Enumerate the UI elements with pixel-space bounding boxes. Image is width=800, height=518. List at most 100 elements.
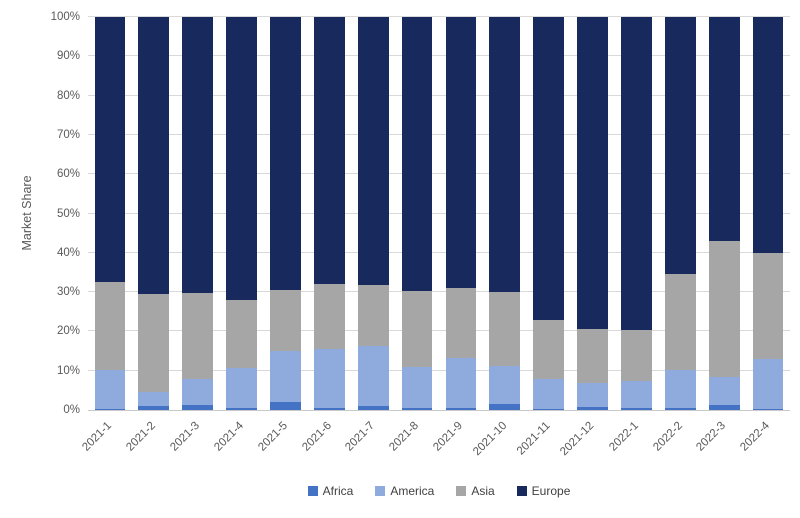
stacked-bar-2021-5	[270, 17, 301, 410]
bar-segment-africa	[621, 407, 652, 410]
bar-segment-africa	[182, 404, 214, 410]
bar-segment-america	[401, 367, 433, 409]
legend: Africa America Asia Europe	[88, 484, 790, 498]
bar-segment-africa	[533, 409, 565, 410]
bar-segment-africa	[94, 409, 126, 410]
bar-segment-africa	[270, 402, 301, 410]
bar-segment-africa	[752, 409, 784, 410]
bar-segment-europe	[313, 17, 345, 285]
y-axis-tick-label: 10%	[56, 364, 80, 377]
bar-slot-2021-5	[264, 17, 308, 410]
bar-segment-america	[577, 383, 608, 408]
bar-segment-europe	[533, 17, 565, 320]
x-axis-label-slot: 2022-4	[738, 412, 790, 478]
legend-item-america: America	[375, 484, 434, 498]
stacked-bar-2021-8	[401, 17, 433, 410]
bar-slot-2021-11	[527, 17, 571, 410]
bar-segment-asia	[445, 288, 477, 358]
bar-segment-europe	[94, 17, 126, 282]
legend-label: Africa	[322, 484, 354, 498]
bar-segment-africa	[577, 407, 608, 410]
bar-slot-2022-4	[746, 17, 790, 410]
bar-segment-africa	[664, 408, 696, 410]
gridline	[88, 291, 790, 293]
gridline	[88, 16, 790, 17]
bar-segment-europe	[138, 17, 170, 295]
bar-segment-america	[489, 365, 521, 405]
gridline	[88, 133, 790, 135]
y-axis-tick-label: 0%	[63, 404, 80, 416]
bar-segment-europe	[401, 17, 433, 292]
bar-segment-africa	[401, 408, 433, 410]
bar-segment-america	[708, 376, 740, 406]
stacked-bar-2021-7	[357, 17, 389, 410]
bar-slot-2021-3	[176, 17, 220, 410]
x-axis: 2021-1 2021-2 2021-3 2021-4 2021-5 2021-6 2021…	[80, 412, 790, 478]
gridline	[88, 251, 790, 253]
bar-segment-asia	[313, 284, 345, 349]
bar-segment-europe	[708, 17, 740, 242]
bar-segment-europe	[621, 17, 652, 331]
stacked-bar-2022-3	[708, 17, 740, 410]
bar-segment-africa	[138, 406, 170, 410]
bar-segment-asia	[401, 291, 433, 368]
bar-segment-asia	[533, 319, 565, 380]
bar-segment-america	[445, 357, 477, 409]
bar-segment-america	[94, 369, 126, 410]
bar-segment-europe	[577, 17, 608, 330]
bar-segment-europe	[664, 17, 696, 275]
bar-segment-america	[533, 379, 565, 410]
y-axis-tick-label: 20%	[56, 325, 80, 338]
bar-slot-2021-4	[220, 17, 264, 410]
bar-segment-america	[270, 351, 301, 403]
stacked-bar-2021-2	[138, 17, 170, 410]
bar-segment-asia	[94, 281, 126, 370]
bar-slot-2021-6	[307, 17, 351, 410]
y-axis-tick-label: 80%	[56, 89, 80, 102]
bar-segment-asia	[577, 329, 608, 384]
plot-area	[88, 16, 790, 411]
stacked-bar-2022-2	[664, 17, 696, 410]
bar-segment-america	[226, 367, 257, 408]
bar-segment-africa	[313, 407, 345, 410]
gridline	[88, 94, 790, 96]
bar-segment-asia	[621, 330, 652, 382]
y-axis-tick-label: 70%	[56, 128, 80, 141]
bar-segment-europe	[270, 17, 301, 290]
stacked-bar-2021-1	[94, 17, 126, 410]
stacked-bar-2021-6	[313, 17, 345, 410]
bar-segment-america	[138, 392, 170, 407]
bar-slot-2021-2	[132, 17, 176, 410]
y-axis-tick-label: 60%	[56, 168, 80, 181]
y-axis-tick-label: 100%	[50, 11, 80, 23]
stacked-bar-2022-4	[752, 17, 784, 410]
bar-segment-europe	[489, 17, 521, 293]
legend-item-europe: Europe	[516, 484, 570, 498]
bar-slot-2022-3	[702, 17, 746, 410]
bar-segment-asia	[489, 292, 521, 366]
y-axis-tick-label: 50%	[56, 207, 80, 220]
bar-slot-2022-1	[615, 17, 659, 410]
bar-slot-2022-2	[658, 17, 702, 410]
bar-segment-america	[621, 381, 652, 408]
bar-segment-america	[357, 345, 389, 407]
bar-segment-asia	[182, 293, 214, 379]
bar-segment-africa	[708, 405, 740, 410]
stacked-bar-2021-10	[489, 17, 521, 410]
bar-slot-2021-10	[483, 17, 527, 410]
bar-slot-2021-8	[395, 17, 439, 410]
bar-slot-2021-9	[439, 17, 483, 410]
bar-segment-europe	[752, 17, 784, 253]
bar-slot-2021-1	[88, 17, 132, 410]
bar-segment-asia	[664, 274, 696, 370]
gridline	[88, 173, 790, 175]
bar-segment-europe	[357, 17, 389, 286]
bar-segment-america	[313, 348, 345, 408]
stacked-bar-2021-12	[577, 17, 608, 410]
bar-series	[88, 17, 790, 410]
bar-segment-america	[752, 359, 784, 410]
gridline	[88, 55, 790, 57]
legend-swatch-america	[375, 486, 386, 496]
bar-segment-asia	[357, 285, 389, 346]
